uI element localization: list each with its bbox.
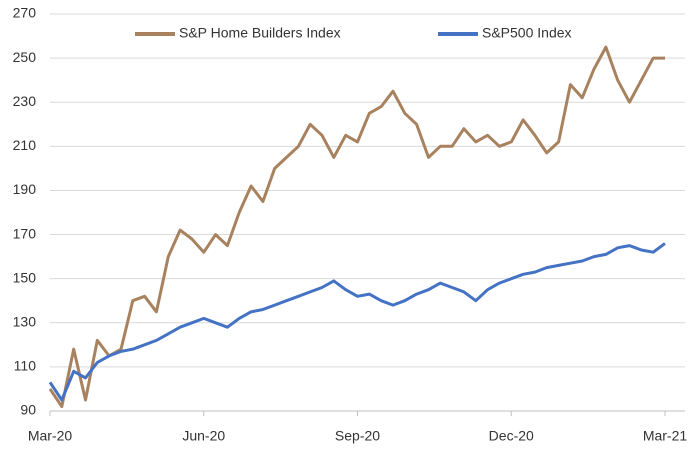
- y-tick-label: 110: [14, 358, 37, 374]
- series-line: [48, 45, 665, 409]
- y-tick-label: 270: [13, 5, 37, 21]
- y-tick-label: 150: [13, 269, 37, 285]
- y-tick-label: 210: [13, 137, 37, 153]
- series-line: [48, 242, 666, 402]
- y-tick-label: 130: [13, 313, 37, 329]
- y-tick-label: 170: [13, 225, 37, 241]
- x-tick-label: Dec-20: [489, 428, 534, 444]
- x-tick-label: Sep-20: [335, 428, 380, 444]
- x-tick-label: Mar-20: [28, 428, 73, 444]
- legend-label: S&P Home Builders Index: [179, 25, 341, 41]
- x-tick-label: Jun-20: [182, 428, 225, 444]
- y-tick-label: 250: [13, 49, 37, 65]
- y-tick-label: 190: [13, 181, 37, 197]
- x-tick-label: Mar-21: [643, 428, 688, 444]
- y-tick-label: 90: [20, 402, 36, 418]
- legend-label: S&P500 Index: [482, 25, 572, 41]
- y-tick-label: 230: [13, 93, 37, 109]
